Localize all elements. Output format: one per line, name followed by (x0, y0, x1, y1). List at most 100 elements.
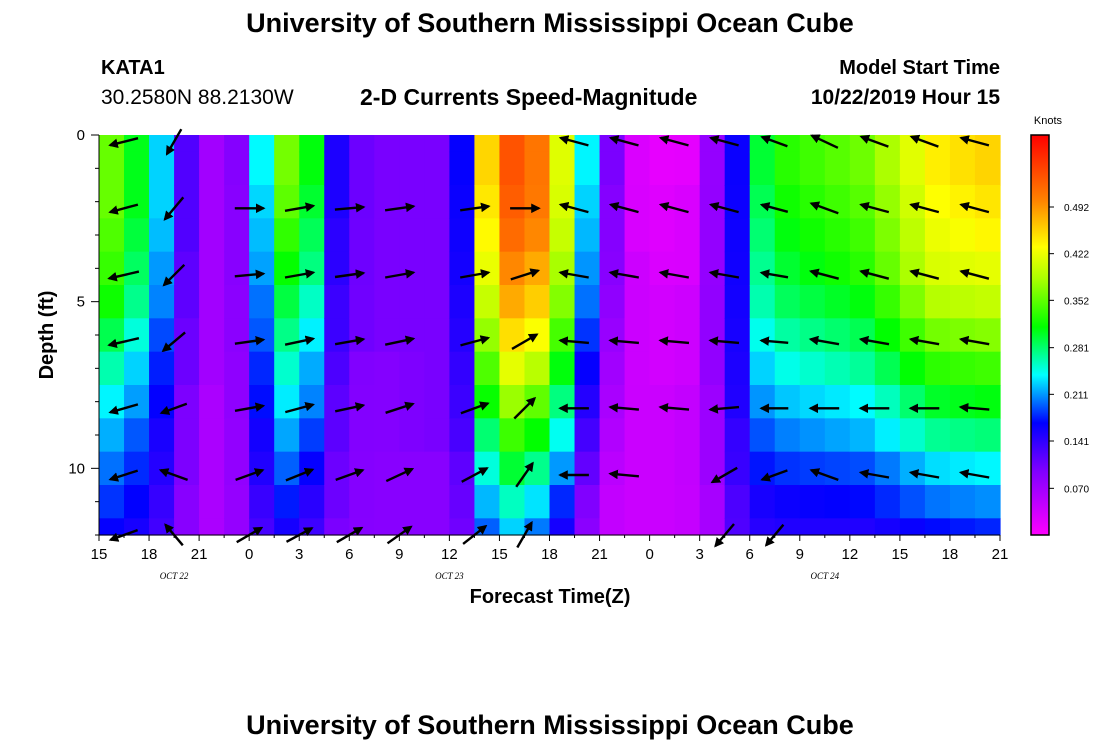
current-vector (608, 201, 639, 214)
current-vector (859, 268, 890, 280)
heatmap-cell (374, 351, 400, 386)
heatmap-cell (424, 185, 450, 219)
current-vector (234, 269, 266, 280)
heatmap-cell (399, 185, 425, 219)
heatmap-cell (974, 485, 1001, 519)
heatmap-cell (924, 385, 951, 419)
heatmap-cell (124, 218, 150, 253)
current-vector (959, 135, 990, 147)
heatmap-cell (224, 135, 250, 153)
current-vector (107, 337, 140, 349)
heatmap-cell (874, 218, 901, 253)
current-vector (234, 336, 266, 346)
heatmap-cell (424, 351, 450, 386)
current-vector (658, 402, 690, 413)
x-tick-label: 18 (942, 546, 959, 563)
colorbar-label: 0.141 (1064, 437, 1089, 448)
current-vector (708, 135, 739, 147)
heatmap-cell (199, 151, 225, 186)
heatmap-cell (424, 251, 450, 286)
heatmap-cell (399, 351, 425, 386)
heatmap-cell (649, 285, 676, 319)
heatmap-cell (749, 251, 776, 286)
heatmap-cell (649, 318, 676, 353)
heatmap-cell (849, 451, 876, 486)
heatmap-cell (674, 485, 701, 519)
heatmap-cell (974, 351, 1001, 386)
heatmap-cell (974, 151, 1001, 186)
heatmap-cell (424, 318, 450, 353)
heatmap-cell (474, 285, 501, 319)
heatmap-cell (349, 251, 375, 286)
colorbar-label: 0.492 (1064, 203, 1089, 214)
heatmap-cell (324, 285, 350, 319)
heatmap-cell (124, 185, 150, 219)
heatmap-cell (849, 418, 876, 453)
heatmap-cell (499, 251, 526, 286)
heatmap-cell (399, 251, 425, 286)
heatmap-cell (774, 135, 801, 153)
heatmap-cell (474, 151, 501, 186)
current-vector (759, 336, 789, 346)
heatmap-cell (724, 385, 751, 419)
heatmap-cell (624, 135, 651, 153)
heatmap-cell (649, 351, 676, 386)
current-vector (107, 270, 140, 282)
current-vector (608, 469, 640, 480)
current-vector (234, 402, 266, 412)
colorbar-unit: Knots (1034, 115, 1063, 127)
heatmap-cell (749, 285, 776, 319)
current-vector (760, 135, 788, 148)
date-label: OCT 24 (811, 571, 840, 581)
heatmap-cell (374, 251, 400, 286)
heatmap-cell (149, 518, 175, 536)
heatmap-cell (474, 185, 501, 219)
heatmap-cell (149, 485, 175, 519)
heatmap-cell (624, 251, 651, 286)
heatmap-cell (549, 485, 576, 519)
heatmap-cell (149, 218, 175, 253)
x-tick-label: 12 (441, 546, 458, 563)
heatmap-cell (924, 418, 951, 453)
heatmap-cell (449, 251, 476, 286)
heatmap-cell (574, 318, 601, 353)
x-tick-label: 21 (591, 546, 608, 563)
heatmap-cell (649, 385, 676, 419)
heatmap-cell (974, 185, 1001, 219)
heatmap-cell (249, 451, 275, 486)
heatmap-cell (924, 451, 951, 486)
heatmap-cell (699, 151, 726, 186)
current-vector (334, 335, 366, 346)
current-vector (385, 467, 415, 483)
heatmap-cell (199, 185, 225, 219)
current-vector (710, 466, 738, 484)
heatmap-cell (324, 185, 350, 219)
heatmap-cell (124, 518, 150, 536)
heatmap-cell (874, 485, 901, 519)
current-vector (334, 202, 366, 213)
heatmap-cell (249, 318, 275, 353)
heatmap-cell (899, 351, 926, 386)
heatmap-cell (649, 485, 676, 519)
colorbar-label: 0.070 (1064, 484, 1089, 495)
heatmap-cell (699, 285, 726, 319)
heatmap-cell (499, 135, 526, 153)
heatmap-cell (599, 251, 626, 286)
heatmap-cell (549, 518, 576, 536)
heatmap-cell (899, 151, 926, 186)
heatmap-cell (499, 385, 526, 419)
heatmap-cell (399, 485, 425, 519)
heatmap-cell (199, 451, 225, 486)
heatmap-cell (399, 385, 425, 419)
heatmap-cell (574, 351, 601, 386)
heatmap-cell (374, 218, 400, 253)
heatmap-cell (299, 151, 325, 186)
heatmap-cell (674, 518, 701, 536)
current-vector (608, 336, 640, 346)
heatmap-cell (949, 418, 976, 453)
heatmap-cell (649, 151, 676, 186)
heatmap-cell (374, 518, 400, 536)
heatmap-cell (824, 418, 851, 453)
heatmap-cell (249, 135, 275, 153)
heatmap-cell (824, 251, 851, 286)
